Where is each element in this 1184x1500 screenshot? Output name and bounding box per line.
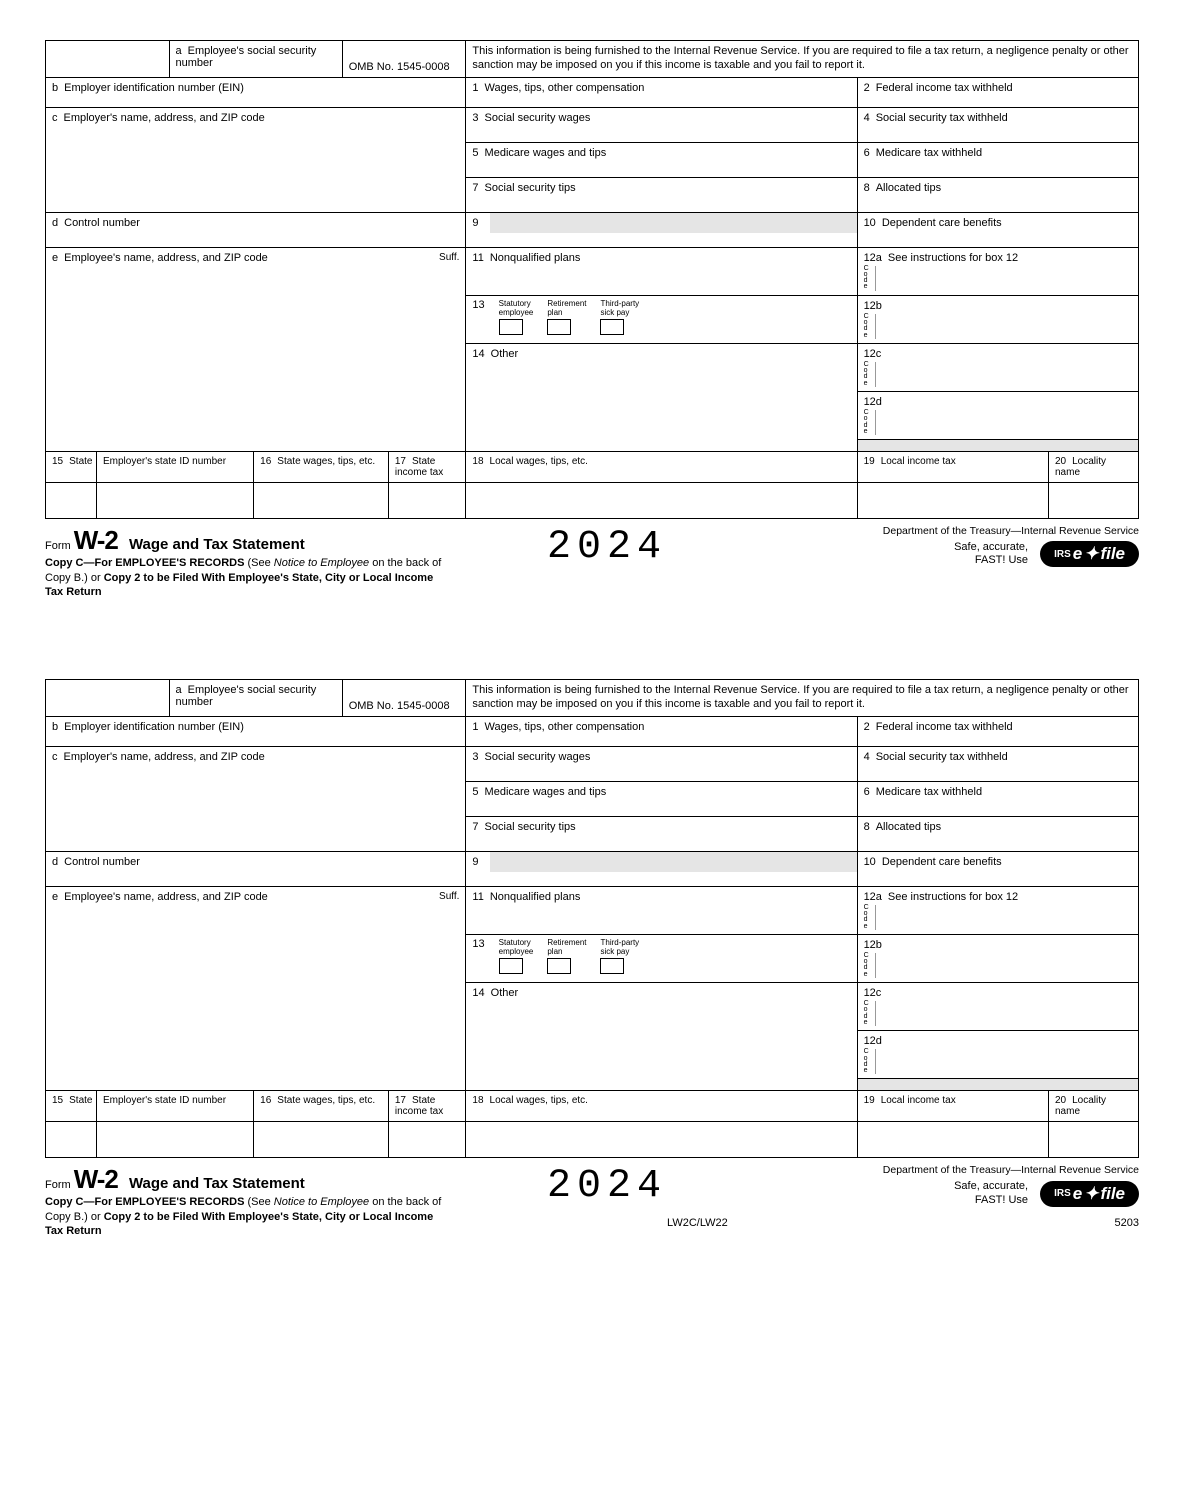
box-12a-label: See instructions for box 12 — [888, 252, 1018, 264]
w2-form-copy-2: aEmployee's social security number OMB N… — [45, 679, 1139, 1238]
box-12d: 12d C o d e — [857, 392, 1138, 440]
box-e-suff: Suff. — [439, 252, 459, 263]
box-4-label: Social security tax withheld — [876, 112, 1008, 124]
copy-description: Copy C—For EMPLOYEE'S RECORDS (See Notic… — [45, 556, 445, 599]
box-19: 19Local income tax — [857, 452, 1048, 483]
w2-form-copy-1: aEmployee's social security number OMB N… — [45, 40, 1139, 599]
box-3-label: Social security wages — [485, 112, 591, 124]
box-6-label: Medicare tax withheld — [876, 147, 982, 159]
box-10: 10Dependent care benefits — [857, 212, 1138, 247]
box-12d-label: 12d — [864, 396, 882, 408]
box-7: 7Social security tips — [466, 177, 857, 212]
checkbox-retirement[interactable] — [547, 319, 571, 335]
box-12c-label: 12c — [864, 348, 882, 360]
box13-ret: Retirement plan — [547, 299, 586, 317]
form-footer: Form W-2 Wage and Tax Statement Copy C—F… — [45, 525, 1139, 599]
box-d-label: Control number — [64, 217, 140, 229]
box-e-label: Employee's name, address, and ZIP code — [64, 252, 268, 264]
box-1: 1Wages, tips, other compensation — [466, 77, 857, 107]
box-11-label: Nonqualified plans — [490, 252, 581, 264]
box-18: 18Local wages, tips, etc. — [466, 452, 857, 483]
checkbox-sickpay[interactable] — [600, 319, 624, 335]
box-b: bEmployer identification number (EIN) — [46, 77, 466, 107]
box-8: 8Allocated tips — [857, 177, 1138, 212]
box-b-label: Employer identification number (EIN) — [64, 82, 244, 94]
box-6: 6Medicare tax withheld — [857, 142, 1138, 177]
tax-year: 2024 — [547, 525, 667, 570]
box-a: aEmployee's social security number — [169, 41, 342, 78]
box-a-blank — [46, 41, 170, 78]
box-10-label: Dependent care benefits — [882, 217, 1002, 229]
code-right: 5203 — [1115, 1217, 1139, 1229]
box-2: 2Federal income tax withheld — [857, 77, 1138, 107]
box-7-label: Social security tips — [485, 182, 576, 194]
code-left: LW2C/LW22 — [667, 1217, 728, 1229]
box-18-value — [466, 483, 857, 519]
box13-sick: Third-party sick pay — [600, 299, 639, 317]
omb-number: OMB No. 1545-0008 — [349, 61, 450, 73]
box-17: 17State income tax — [388, 452, 466, 483]
box-15: 15State Employer's state ID number — [46, 452, 254, 483]
box-2-label: Federal income tax withheld — [876, 82, 1013, 94]
box-15b-label: Employer's state ID number — [103, 456, 226, 467]
box-5-label: Medicare wages and tips — [485, 147, 607, 159]
box-1-label: Wages, tips, other compensation — [485, 82, 645, 94]
checkbox-statutory[interactable] — [499, 319, 523, 335]
efile-badge-icon-2: IRSe✦file — [1040, 1181, 1139, 1207]
form-number: W-2 — [74, 525, 118, 555]
box-c-label: Employer's name, address, and ZIP code — [64, 112, 265, 124]
box-4: 4Social security tax withheld — [857, 107, 1138, 142]
box-e: eEmployee's name, address, and ZIP code … — [46, 247, 466, 452]
box-20-value — [1049, 483, 1139, 519]
safe-accurate: Safe, accurate, FAST! Use — [954, 541, 1028, 567]
box-17-value — [388, 483, 466, 519]
box13-stat: Statutory employee — [499, 299, 534, 317]
box-13: 13 Statutory employee Retirement plan Th… — [466, 295, 857, 343]
box-14: 14Other — [466, 343, 857, 451]
box-16: 16State wages, tips, etc. — [254, 452, 389, 483]
box-19-value — [857, 483, 1048, 519]
box-c: cEmployer's name, address, and ZIP code — [46, 107, 466, 212]
box-a-label: Employee's social security number — [176, 45, 317, 69]
omb-cell: OMB No. 1545-0008 — [342, 41, 466, 78]
irs-notice: This information is being furnished to t… — [466, 41, 1139, 78]
efile-badge-icon: IRSe✦file — [1040, 541, 1139, 567]
checkbox-retirement-2[interactable] — [547, 958, 571, 974]
form-prefix: Form — [45, 540, 71, 552]
box-12b-label: 12b — [864, 300, 882, 312]
box-5: 5Medicare wages and tips — [466, 142, 857, 177]
box-12a: 12aSee instructions for box 12 C o d e — [857, 247, 1138, 295]
box-14-label: Other — [491, 348, 519, 360]
box-12-gray — [857, 440, 1138, 452]
code-label: C o d e — [864, 266, 876, 291]
box-16-value — [254, 483, 389, 519]
box-3: 3Social security wages — [466, 107, 857, 142]
box-d: dControl number — [46, 212, 466, 247]
box-9: 9 — [466, 212, 857, 247]
w2-main-grid-2: aEmployee's social security number OMB N… — [45, 679, 1139, 1158]
checkbox-statutory-2[interactable] — [499, 958, 523, 974]
w2-main-grid: aEmployee's social security number OMB N… — [45, 40, 1139, 519]
form-title: Wage and Tax Statement — [129, 536, 305, 553]
box-8-label: Allocated tips — [876, 182, 941, 194]
box-12c: 12c C o d e — [857, 343, 1138, 391]
form-footer-2: Form W-2 Wage and Tax Statement Copy C—F… — [45, 1164, 1139, 1238]
box-11: 11Nonqualified plans — [466, 247, 857, 295]
department-line: Department of the Treasury—Internal Reve… — [667, 525, 1139, 537]
box-12b: 12b C o d e — [857, 295, 1138, 343]
box-15-value — [46, 483, 254, 519]
box-20: 20Locality name — [1049, 452, 1139, 483]
checkbox-sickpay-2[interactable] — [600, 958, 624, 974]
